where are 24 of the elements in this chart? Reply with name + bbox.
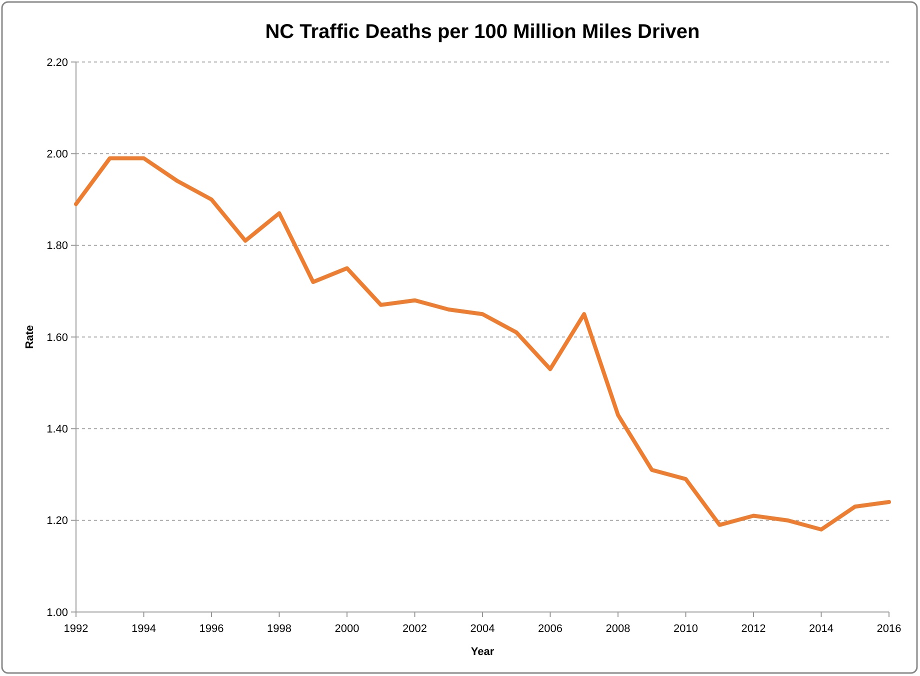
x-tick-label: 2002: [402, 623, 427, 635]
x-tick-label: 2000: [334, 623, 360, 635]
chart-title: NC Traffic Deaths per 100 Million Miles Driven: [265, 21, 700, 43]
y-tick-label: 1.00: [46, 606, 68, 619]
x-tick-label: 2016: [876, 623, 902, 635]
x-tick-label: 2012: [741, 623, 766, 635]
x-tick-label: 2006: [538, 623, 562, 635]
y-tick-label: 1.40: [46, 424, 68, 436]
y-tick-label: 1.80: [46, 240, 68, 252]
x-tick-label: 2004: [470, 623, 495, 635]
y-axis-title: Rate: [24, 325, 36, 349]
line-series: [74, 156, 891, 532]
y-tick-label: 2.00: [46, 148, 68, 161]
x-tick-label: 1996: [199, 623, 224, 635]
x-tick-label: 2014: [809, 623, 834, 635]
x-tick-label: 1998: [267, 623, 292, 635]
x-tick-label: 1994: [132, 623, 156, 635]
y-tick-label: 1.60: [46, 332, 68, 344]
y-tick-label: 1.20: [46, 515, 68, 528]
y-tick-label: 2.20: [46, 56, 68, 69]
x-axis-title: Year: [470, 646, 495, 658]
x-tick-label: 2010: [674, 623, 698, 635]
x-tick-label: 1992: [64, 623, 88, 635]
x-tick-label: 2008: [606, 623, 630, 635]
